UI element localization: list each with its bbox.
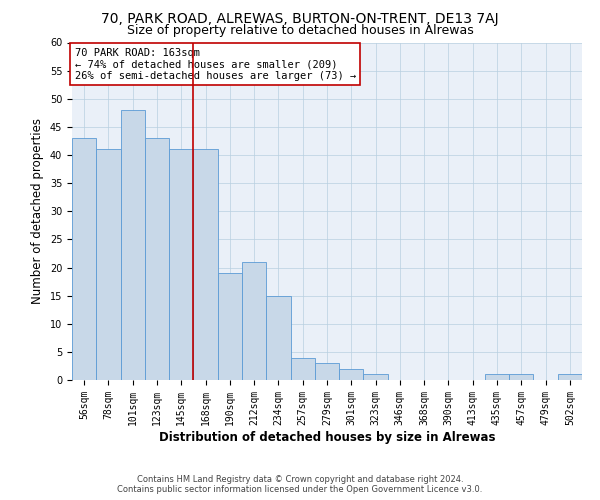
Bar bbox=[72, 138, 96, 380]
Bar bbox=[242, 262, 266, 380]
Bar bbox=[509, 374, 533, 380]
X-axis label: Distribution of detached houses by size in Alrewas: Distribution of detached houses by size … bbox=[159, 430, 495, 444]
Bar bbox=[169, 150, 193, 380]
Bar bbox=[145, 138, 169, 380]
Bar bbox=[364, 374, 388, 380]
Bar bbox=[193, 150, 218, 380]
Bar bbox=[121, 110, 145, 380]
Text: Contains public sector information licensed under the Open Government Licence v3: Contains public sector information licen… bbox=[118, 485, 482, 494]
Text: 70, PARK ROAD, ALREWAS, BURTON-ON-TRENT, DE13 7AJ: 70, PARK ROAD, ALREWAS, BURTON-ON-TRENT,… bbox=[101, 12, 499, 26]
Bar bbox=[339, 369, 364, 380]
Bar bbox=[266, 296, 290, 380]
Bar bbox=[558, 374, 582, 380]
Text: 70 PARK ROAD: 163sqm
← 74% of detached houses are smaller (209)
26% of semi-deta: 70 PARK ROAD: 163sqm ← 74% of detached h… bbox=[74, 48, 356, 81]
Bar bbox=[96, 150, 121, 380]
Text: Size of property relative to detached houses in Alrewas: Size of property relative to detached ho… bbox=[127, 24, 473, 37]
Bar bbox=[485, 374, 509, 380]
Bar bbox=[315, 363, 339, 380]
Bar bbox=[290, 358, 315, 380]
Y-axis label: Number of detached properties: Number of detached properties bbox=[31, 118, 44, 304]
Text: Contains HM Land Registry data © Crown copyright and database right 2024.: Contains HM Land Registry data © Crown c… bbox=[137, 475, 463, 484]
Bar bbox=[218, 273, 242, 380]
